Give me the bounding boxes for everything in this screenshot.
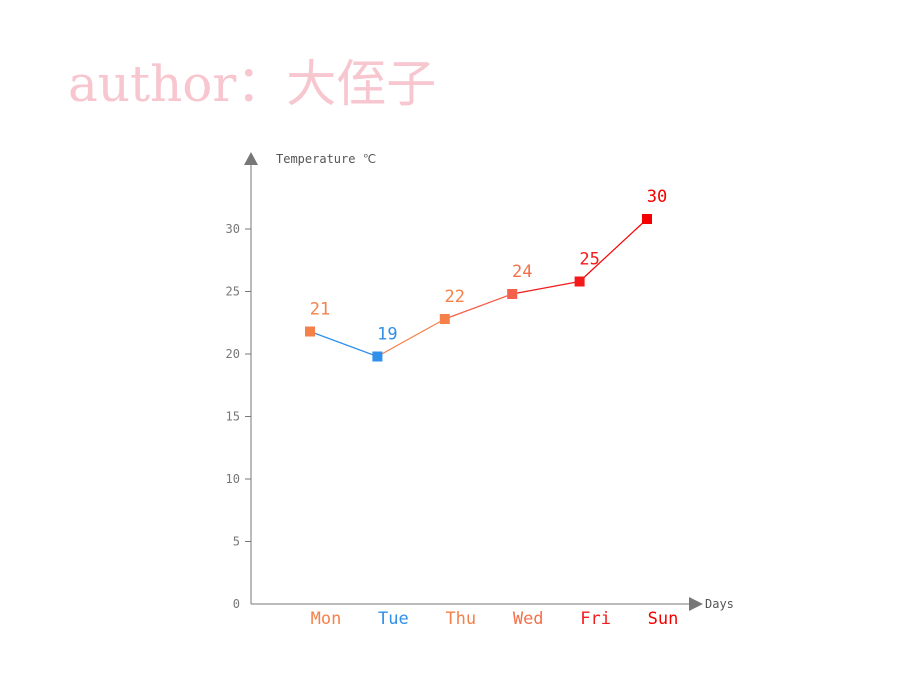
x-axis-categories: Mon Tue Thu Wed Fri Sun [311, 609, 679, 629]
data-labels: 21 19 22 24 25 30 [310, 187, 667, 345]
author-watermark: author：大侄子 [68, 55, 437, 113]
x-category-label: Fri [580, 609, 611, 629]
data-points [305, 214, 652, 362]
x-category-label: Sun [648, 609, 679, 629]
data-point-marker [372, 351, 383, 362]
data-point-marker [439, 314, 450, 324]
x-category-label: Tue [378, 609, 409, 629]
data-label: 24 [512, 262, 532, 282]
data-label: 22 [445, 287, 465, 307]
x-axis-arrow [689, 597, 703, 611]
y-axis-title: Temperature ℃ [276, 152, 376, 166]
series-line-segment [512, 280, 580, 295]
x-axis-title: Days [705, 597, 734, 611]
y-tick-label: 30 [226, 222, 240, 236]
series-line-segment [377, 318, 446, 358]
x-category-label: Wed [513, 609, 544, 629]
series-lines [309, 218, 648, 358]
y-axis-arrow [244, 152, 258, 165]
data-point-marker [507, 289, 518, 299]
series-line-segment [579, 218, 648, 282]
y-tick-label: 10 [226, 472, 240, 486]
y-tick-label: 5 [233, 535, 240, 549]
data-point-marker [642, 214, 652, 224]
axes [244, 152, 703, 611]
series-line-segment [309, 330, 378, 358]
y-axis-ticks: 0 5 10 15 20 25 30 [226, 222, 251, 611]
series-line-segment [444, 293, 513, 320]
data-point-marker [305, 326, 315, 337]
data-label: 25 [579, 250, 599, 270]
data-point-marker [574, 276, 585, 287]
y-tick-label: 15 [226, 410, 240, 424]
y-tick-label: 25 [226, 285, 240, 299]
y-tick-label: 0 [233, 597, 240, 611]
data-label: 30 [647, 187, 667, 207]
data-label: 19 [377, 325, 397, 345]
y-tick-label: 20 [226, 347, 240, 361]
x-category-label: Thu [445, 609, 476, 629]
x-category-label: Mon [311, 609, 342, 629]
data-label: 21 [310, 300, 330, 320]
